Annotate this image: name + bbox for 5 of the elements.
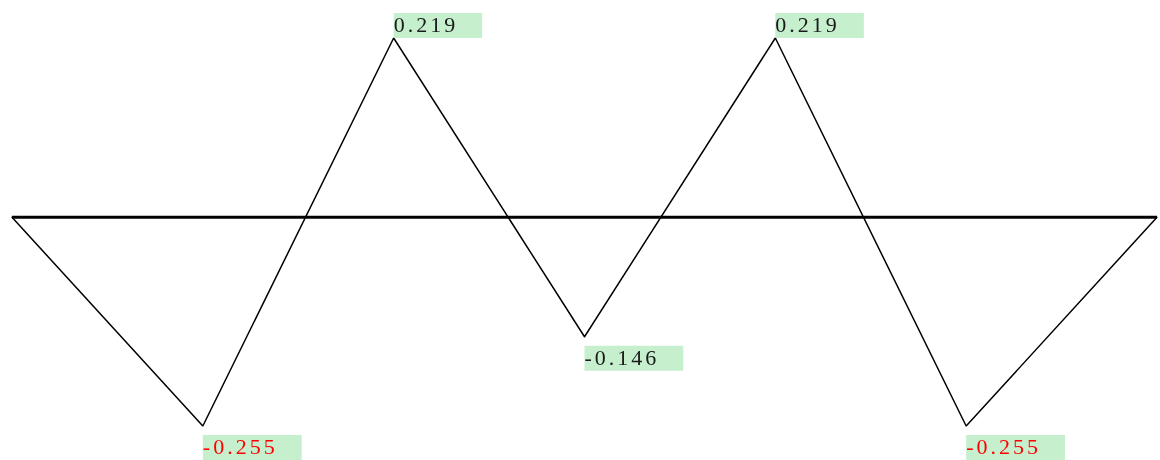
data-label: 0.219	[775, 12, 840, 38]
data-label: -0.255	[202, 434, 278, 460]
data-label: -0.255	[966, 434, 1041, 460]
data-label: 0.219	[393, 12, 459, 38]
data-label: -0.146	[584, 345, 660, 371]
